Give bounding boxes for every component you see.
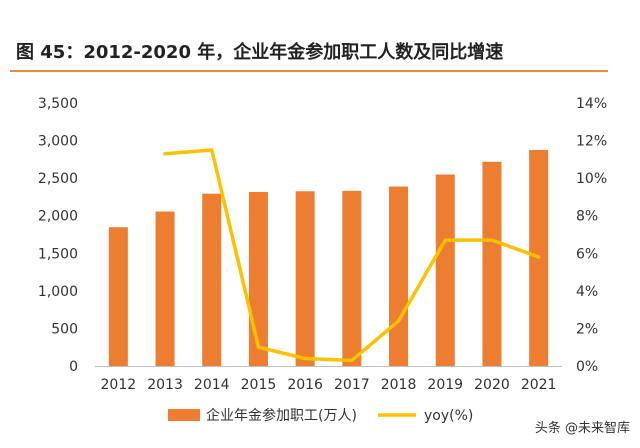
- bar: [108, 227, 128, 366]
- right-axis-tick-label: 8%: [576, 209, 598, 225]
- series-line-yoy: [163, 148, 541, 363]
- x-axis-tick-label: 2017: [334, 377, 370, 393]
- left-axis-tick-label: 2,000: [38, 209, 78, 225]
- right-axis-tick-label: 2%: [576, 321, 598, 337]
- right-axis-tick-label: 12%: [576, 134, 607, 150]
- right-axis-tick-label: 4%: [576, 284, 598, 300]
- figure-title: 图 45：2012-2020 年，企业年金参加职工人数及同比增速: [16, 42, 504, 63]
- x-axis-tick-label: 2021: [521, 377, 557, 393]
- left-axis-tick-label: 1,500: [38, 246, 78, 262]
- x-axis-tick-label: 2019: [427, 377, 463, 393]
- bar: [342, 190, 362, 366]
- x-axis-tick-label: 2020: [474, 377, 510, 393]
- left-axis-tick-label: 3,500: [38, 96, 78, 112]
- left-axis-tick-label: 500: [51, 321, 78, 337]
- legend-label-line: yoy(%): [424, 408, 473, 424]
- right-axis-tick-label: 6%: [576, 246, 598, 262]
- x-axis-tick-label: 2012: [101, 377, 137, 393]
- right-axis-tick-label: 10%: [576, 171, 607, 187]
- bar: [435, 174, 455, 366]
- title-rule: [10, 70, 608, 72]
- left-axis-tick-label: 3,000: [38, 134, 78, 150]
- bar: [295, 191, 315, 366]
- left-axis-tick-label: 1,000: [38, 284, 78, 300]
- watermark: 头条 @未来智库: [534, 421, 630, 436]
- x-axis-tick-label: 2018: [381, 377, 417, 393]
- bar: [202, 193, 222, 366]
- x-axis-tick-label: 2015: [241, 377, 277, 393]
- left-axis-tick-label: 0: [69, 359, 78, 375]
- right-axis-tick-label: 0%: [576, 359, 598, 375]
- right-axis-tick-label: 14%: [576, 96, 607, 112]
- x-axis-tick-label: 2013: [147, 377, 183, 393]
- legend-label-bar: 企业年金参加职工(万人): [206, 407, 357, 424]
- bar: [482, 161, 502, 366]
- left-axis-tick-label: 2,500: [38, 171, 78, 187]
- bar: [155, 211, 175, 366]
- x-axis-tick-label: 2016: [287, 377, 323, 393]
- x-axis-tick-label: 2014: [194, 377, 230, 393]
- legend-swatch-bar: [168, 409, 200, 421]
- bar: [389, 186, 409, 366]
